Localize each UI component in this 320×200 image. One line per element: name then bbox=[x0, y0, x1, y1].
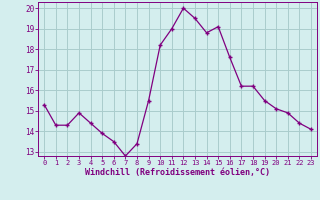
X-axis label: Windchill (Refroidissement éolien,°C): Windchill (Refroidissement éolien,°C) bbox=[85, 168, 270, 177]
